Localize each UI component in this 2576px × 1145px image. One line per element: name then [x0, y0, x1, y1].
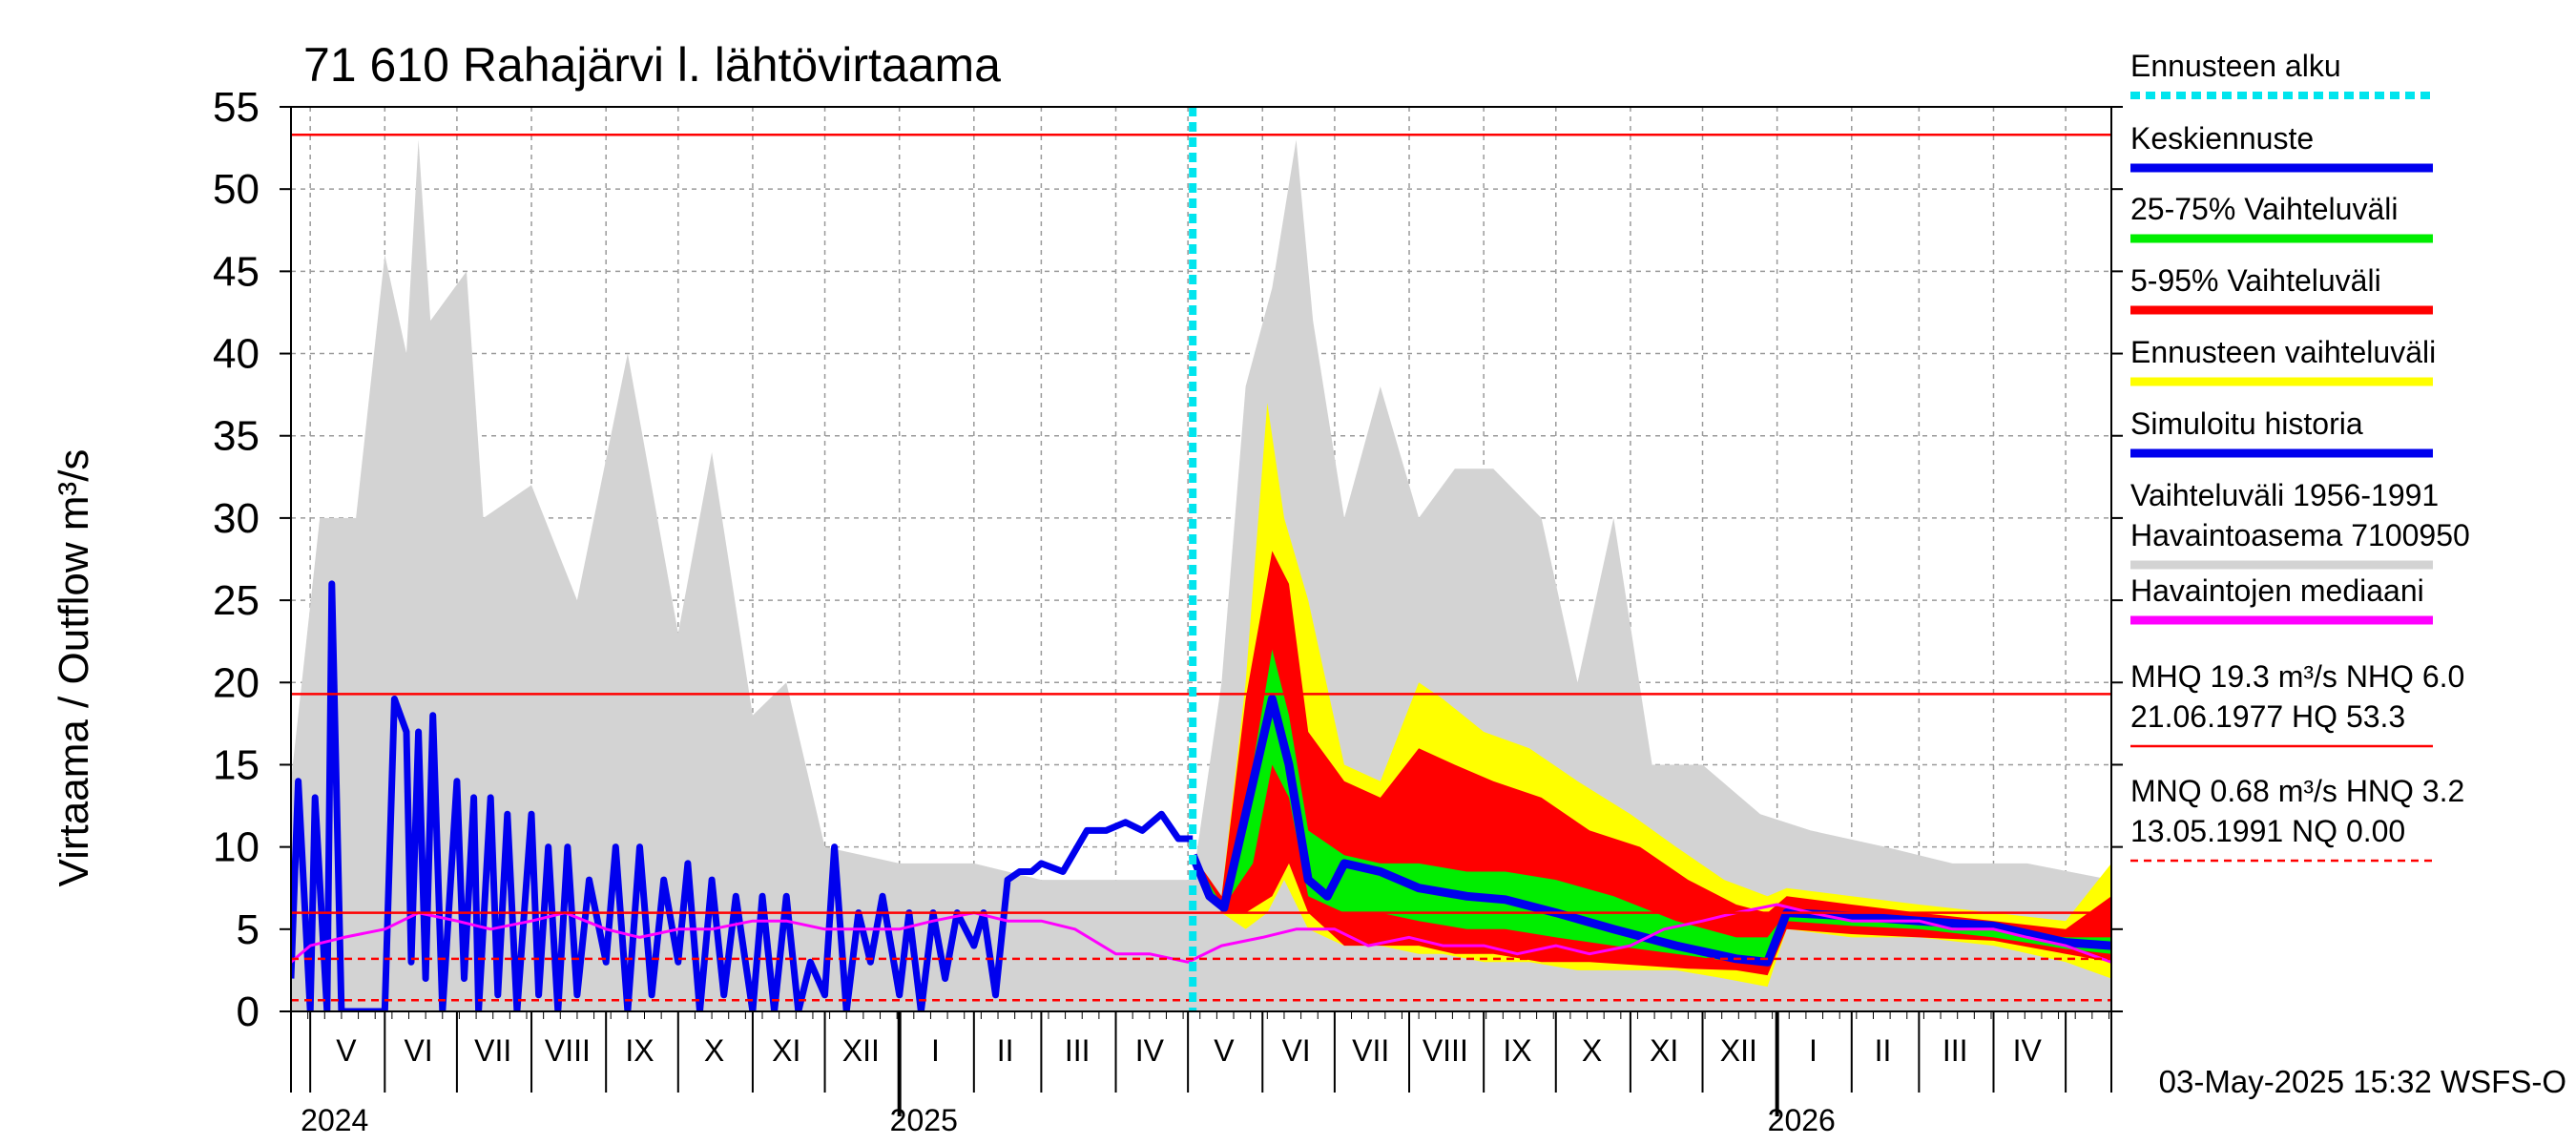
x-month-label: I	[931, 1033, 940, 1068]
legend-label-secondary: Havaintoasema 7100950	[2130, 518, 2470, 552]
line-havaintojen-mediaani	[291, 903, 2111, 964]
legend-label: MHQ 19.3 m³/s NHQ 6.0	[2130, 659, 2464, 694]
y-tick-label: 15	[213, 741, 260, 788]
legend-entry: Simuloitu historia	[2130, 406, 2433, 458]
x-month-label: V	[1214, 1033, 1235, 1068]
legend-label: Havaintojen mediaani	[2130, 573, 2424, 608]
x-month-label: XI	[772, 1033, 800, 1068]
legend-entry: 25-75% Vaihteluväli	[2130, 192, 2433, 243]
y-tick-label: 20	[213, 659, 260, 706]
y-tick-label: 50	[213, 166, 260, 213]
legend-entry: Ennusteen vaihteluväli	[2130, 335, 2436, 386]
y-tick-label: 5	[237, 906, 260, 953]
legend-entry: 5-95% Vaihteluväli	[2130, 263, 2433, 315]
chart-title: 71 610 Rahajärvi l. lähtövirtaama	[303, 38, 1001, 92]
legend-label: 25-75% Vaihteluväli	[2130, 192, 2398, 226]
plot-frame	[290, 106, 2112, 1012]
legend-entry: Ennusteen alku	[2130, 49, 2433, 99]
x-month-label: I	[1809, 1033, 1818, 1068]
legend-entry: MHQ 19.3 m³/s NHQ 6.0 21.06.1977 HQ 53.3	[2130, 659, 2464, 748]
x-year-label: 2024	[301, 1103, 368, 1137]
band-vaihteluv-li-1956-1991-havaintoasema-7100950	[291, 139, 2111, 1011]
x-month-label: VII	[1352, 1033, 1389, 1068]
legend-label: Ennusteen vaihteluväli	[2130, 335, 2436, 369]
legend-entry: Vaihteluväli 1956-1991 Havaintoasema 710…	[2130, 478, 2470, 570]
x-month-label: IX	[1503, 1033, 1531, 1068]
series-layer	[291, 139, 2111, 1011]
x-month-label: II	[1875, 1033, 1892, 1068]
legend-label-secondary: 21.06.1977 HQ 53.3	[2130, 699, 2405, 734]
x-year-label: 2025	[890, 1103, 958, 1137]
x-month-label: X	[704, 1033, 724, 1068]
y-tick-label: 45	[213, 248, 260, 295]
x-month-label: X	[1582, 1033, 1602, 1068]
line-keskiennuste	[1189, 695, 2111, 967]
y-axis: 0 5 10 15 20 25 30 35 40 45 50 55	[213, 84, 2123, 1035]
y-tick-label: 55	[213, 84, 260, 131]
x-month-label: XII	[1720, 1033, 1757, 1068]
x-month-label: IV	[1135, 1033, 1165, 1068]
y-tick-label: 30	[213, 495, 260, 542]
footer-timestamp: 03-May-2025 15:32 WSFS-O	[2159, 1064, 2566, 1099]
legend-label: 5-95% Vaihteluväli	[2130, 263, 2381, 298]
x-month-label: VI	[404, 1033, 432, 1068]
x-month-label: XII	[842, 1033, 880, 1068]
x-axis: V VI VII VIII IX X XI XII I II III IV V VI VII VIII IX X X…	[290, 1011, 2112, 1137]
legend-label: MNQ 0.68 m³/s HNQ 3.2	[2130, 774, 2464, 808]
legend-label: Keskiennuste	[2130, 121, 2314, 156]
x-month-label: VI	[1281, 1033, 1310, 1068]
line-simuloitu-historia	[291, 580, 1194, 1011]
band-25-75-vaihteluv-li	[1193, 649, 2111, 963]
x-month-label: VIII	[1423, 1033, 1468, 1068]
legend: Ennusteen alku Keskiennuste 25-75% Vaihtel…	[2130, 49, 2470, 863]
x-month-label: VIII	[545, 1033, 591, 1068]
y-tick-label: 25	[213, 577, 260, 624]
x-month-label: IV	[2013, 1033, 2043, 1068]
legend-label: Ennusteen alku	[2130, 49, 2341, 83]
x-month-label: II	[997, 1033, 1014, 1068]
legend-entry: MNQ 0.68 m³/s HNQ 3.2 13.05.1991 NQ 0.00	[2130, 774, 2464, 863]
x-month-label: V	[336, 1033, 357, 1068]
x-month-label: XI	[1650, 1033, 1678, 1068]
y-tick-label: 35	[213, 413, 260, 460]
legend-label: Vaihteluväli 1956-1991	[2130, 478, 2439, 512]
x-month-label: III	[1065, 1033, 1091, 1068]
x-month-label: III	[1942, 1033, 1968, 1068]
x-month-label: IX	[625, 1033, 654, 1068]
y-tick-label: 40	[213, 331, 260, 378]
legend-entry: Havaintojen mediaani	[2130, 573, 2433, 625]
y-axis-label: Virtaama / Outflow m³/s	[51, 449, 97, 887]
x-year-label: 2026	[1768, 1103, 1836, 1137]
legend-label: Simuloitu historia	[2130, 406, 2363, 441]
y-tick-label: 0	[237, 989, 260, 1035]
legend-entry: Keskiennuste	[2130, 121, 2433, 173]
x-month-label: VII	[474, 1033, 511, 1068]
legend-label-secondary: 13.05.1991 NQ 0.00	[2130, 814, 2405, 848]
y-tick-label: 10	[213, 824, 260, 871]
